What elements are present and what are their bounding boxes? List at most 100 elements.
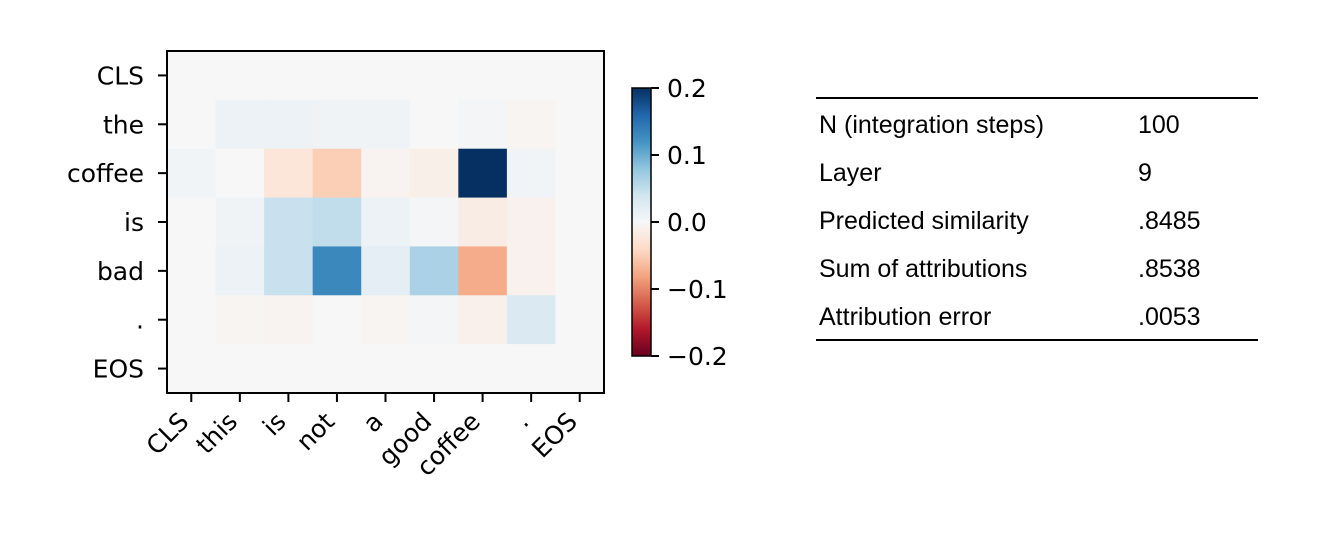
stats-table: N (integration steps) 100 Layer 9 Predicted … <box>816 97 1258 341</box>
heatmap-cell <box>167 51 217 101</box>
heatmap-cell <box>167 148 217 199</box>
y-tick-label: the <box>103 110 144 139</box>
heatmap-cell <box>312 197 362 247</box>
heatmap-cell <box>264 148 314 199</box>
table-row: Layer 9 <box>816 147 1258 195</box>
table-row: Attribution error .0053 <box>816 291 1258 339</box>
row-label: Attribution error <box>819 303 992 331</box>
row-value: 100 <box>1138 111 1180 139</box>
y-tick-label: CLS <box>97 61 144 90</box>
heatmap-cell <box>361 246 411 296</box>
heatmap-cell <box>361 295 411 345</box>
heatmap-cell <box>409 295 459 345</box>
row-label: Sum of attributions <box>819 255 1028 283</box>
heatmap-cell <box>264 344 314 394</box>
heatmap-cell <box>215 295 265 345</box>
table-top-rule <box>816 97 1258 99</box>
heatmap-cell <box>458 344 508 394</box>
row-label: Layer <box>819 159 882 187</box>
heatmap-cell <box>409 148 459 199</box>
y-tick-label: EOS <box>93 355 144 384</box>
heatmap-cell <box>506 51 556 101</box>
heatmap-cell <box>409 99 459 150</box>
x-tick-label: is <box>257 407 292 442</box>
heatmap-cells <box>167 51 605 394</box>
heatmap-cell <box>409 344 459 394</box>
heatmap-cell <box>409 51 459 101</box>
heatmap-cell <box>361 99 411 150</box>
heatmap-cell <box>555 295 605 345</box>
heatmap-cell <box>361 51 411 101</box>
heatmap-cell <box>361 197 411 247</box>
heatmap-cell <box>458 246 508 296</box>
heatmap-cell <box>555 344 605 394</box>
heatmap-cell <box>215 51 265 101</box>
heatmap-cell <box>409 246 459 296</box>
heatmap-cell <box>506 295 556 345</box>
heatmap-cell <box>167 344 217 394</box>
heatmap-cell <box>555 148 605 199</box>
table-row: N (integration steps) 100 <box>816 99 1258 147</box>
row-value: 9 <box>1138 159 1152 187</box>
x-tick-label: . <box>508 407 534 433</box>
colorbar-axis: 0.2 0.1 0.0 −0.1 −0.2 <box>651 74 728 371</box>
heatmap-cell <box>312 246 362 296</box>
x-tick-label: EOS <box>526 407 583 464</box>
heatmap-cell <box>264 51 314 101</box>
heatmap-cell <box>361 148 411 199</box>
heatmap-cell <box>555 197 605 247</box>
heatmap-cell <box>167 246 217 296</box>
heatmap-cell <box>458 295 508 345</box>
heatmap-cell <box>458 99 508 150</box>
heatmap-cell <box>312 99 362 150</box>
heatmap-cell <box>215 197 265 247</box>
heatmap-cell <box>264 99 314 150</box>
heatmap-cell <box>458 148 508 199</box>
heatmap-cell <box>555 51 605 101</box>
heatmap-cell <box>506 148 556 199</box>
y-tick-label: is <box>124 208 144 237</box>
colorbar-tick-label: −0.1 <box>667 275 728 304</box>
heatmap-cell <box>409 197 459 247</box>
row-label: N (integration steps) <box>819 111 1045 139</box>
heatmap-cell <box>312 295 362 345</box>
heatmap-cell <box>506 197 556 247</box>
heatmap-cell <box>167 295 217 345</box>
heatmap-cell <box>215 148 265 199</box>
colorbar <box>631 87 652 357</box>
heatmap-cell <box>215 99 265 150</box>
heatmap-cell <box>506 99 556 150</box>
heatmap-cell <box>506 246 556 296</box>
heatmap-cell <box>167 197 217 247</box>
table-bottom-rule <box>816 339 1258 341</box>
row-value: .0053 <box>1138 303 1201 331</box>
row-value: .8538 <box>1138 255 1201 283</box>
heatmap-cell <box>458 197 508 247</box>
heatmap-cell <box>215 344 265 394</box>
colorbar-tick-label: −0.2 <box>667 342 728 371</box>
colorbar-tick-label: 0.0 <box>667 208 707 237</box>
heatmap-cell <box>555 246 605 296</box>
table-row: Sum of attributions .8538 <box>816 243 1258 291</box>
heatmap-cell <box>167 99 217 150</box>
heatmap-cell <box>264 246 314 296</box>
heatmap-cell <box>555 99 605 150</box>
table-row: Predicted similarity .8485 <box>816 195 1258 243</box>
y-tick-label: . <box>136 306 144 335</box>
heatmap-cell <box>312 148 362 199</box>
colorbar-tick-label: 0.1 <box>667 141 707 170</box>
y-tick-label: coffee <box>67 159 144 188</box>
x-tick-label: this <box>190 407 243 460</box>
colorbar-tick-label: 0.2 <box>667 74 707 103</box>
heatmap-cell <box>264 295 314 345</box>
heatmap-cell <box>458 51 508 101</box>
row-label: Predicted similarity <box>819 207 1029 235</box>
x-tick-label: a <box>357 407 388 438</box>
x-tick-label: CLS <box>141 407 195 461</box>
heatmap-cell <box>361 344 411 394</box>
heatmap-cell <box>506 344 556 394</box>
heatmap-cell <box>312 51 362 101</box>
x-tick-label: not <box>291 407 341 457</box>
